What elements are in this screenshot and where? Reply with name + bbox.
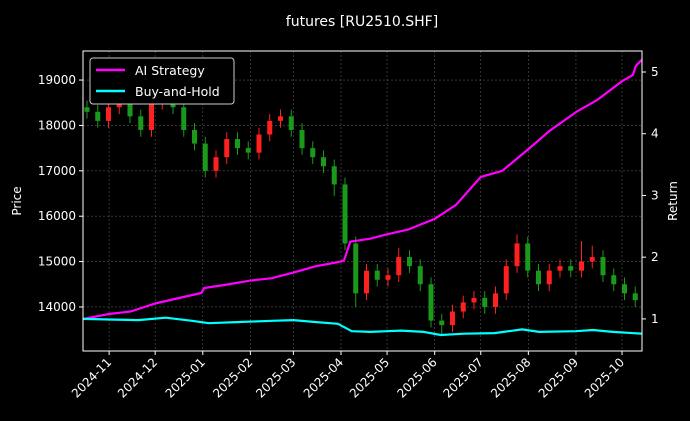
candle-body xyxy=(503,266,509,294)
candle-body xyxy=(589,257,595,262)
candle-body xyxy=(310,148,316,158)
candle-body xyxy=(374,270,380,280)
candle-body xyxy=(482,297,488,307)
candle-body xyxy=(235,139,240,149)
candle-body xyxy=(546,270,552,285)
candle-body xyxy=(224,139,230,158)
legend-box xyxy=(89,57,235,105)
candle-body xyxy=(632,293,638,301)
y2-tick-label: 4 xyxy=(651,127,659,141)
candle-body xyxy=(342,184,348,244)
candle-body xyxy=(213,157,219,171)
y-tick-label: 14000 xyxy=(38,300,76,314)
y2-tick-label: 5 xyxy=(651,65,659,79)
candle-body xyxy=(95,111,101,121)
plot-frame xyxy=(82,50,643,352)
candle-body xyxy=(288,116,294,130)
candle-body xyxy=(84,107,90,112)
chart-title: futures [RU2510.SHF] xyxy=(286,14,438,30)
candle-body xyxy=(536,270,541,285)
y-axis-label: Price xyxy=(10,186,24,215)
candle-body xyxy=(611,275,617,285)
y2-tick-label: 1 xyxy=(651,312,659,326)
candle-body xyxy=(568,266,574,271)
candle-body xyxy=(353,243,359,294)
y-tick-label: 16000 xyxy=(38,209,76,223)
candle-body xyxy=(192,129,197,144)
series-lines xyxy=(82,58,643,337)
candles xyxy=(84,77,638,335)
candle-body xyxy=(149,102,154,130)
candle-body xyxy=(256,134,262,153)
candle-body xyxy=(557,266,563,271)
candle-body xyxy=(396,257,402,276)
legend: AI Strategy Buy-and-Hold xyxy=(89,57,235,105)
candle-body xyxy=(385,275,391,280)
candle-body xyxy=(202,143,208,171)
candle-body xyxy=(127,98,133,117)
candle-body xyxy=(299,129,305,149)
y2-axis-label: Return xyxy=(666,181,680,221)
candle-body xyxy=(579,261,584,271)
candle-body xyxy=(245,148,251,153)
candle-body xyxy=(181,107,187,130)
candle-body xyxy=(439,320,445,326)
candle-body xyxy=(471,297,477,303)
y-tick-label: 17000 xyxy=(38,164,76,178)
legend-label-ai-strategy: AI Strategy xyxy=(135,63,205,78)
candle-body xyxy=(428,284,434,321)
y-tick-label: 19000 xyxy=(38,73,76,87)
y-tick-label: 15000 xyxy=(38,255,76,269)
y-tick-label: 18000 xyxy=(38,118,76,132)
series-line-buy-and-hold xyxy=(82,316,643,337)
y2-tick-label: 2 xyxy=(651,250,659,264)
candle-body xyxy=(407,257,412,267)
candle-body xyxy=(321,157,326,167)
candle-body xyxy=(600,257,606,276)
series-line-ai-strategy xyxy=(82,58,643,320)
candle-body xyxy=(106,107,111,121)
candle-body xyxy=(364,270,369,294)
candle-body xyxy=(525,243,531,271)
candle-body xyxy=(331,166,337,185)
candle-body xyxy=(278,116,283,121)
candle-body xyxy=(622,284,627,294)
candle-body xyxy=(450,311,455,326)
candle-body xyxy=(493,293,498,307)
candle-body xyxy=(460,302,466,312)
candle-body xyxy=(514,243,520,267)
candle-body xyxy=(267,120,273,135)
y2-tick-label: 3 xyxy=(651,188,659,202)
legend-label-buy-and-hold: Buy-and-Hold xyxy=(135,84,220,99)
candle-body xyxy=(138,116,144,130)
candle-body xyxy=(417,266,423,285)
